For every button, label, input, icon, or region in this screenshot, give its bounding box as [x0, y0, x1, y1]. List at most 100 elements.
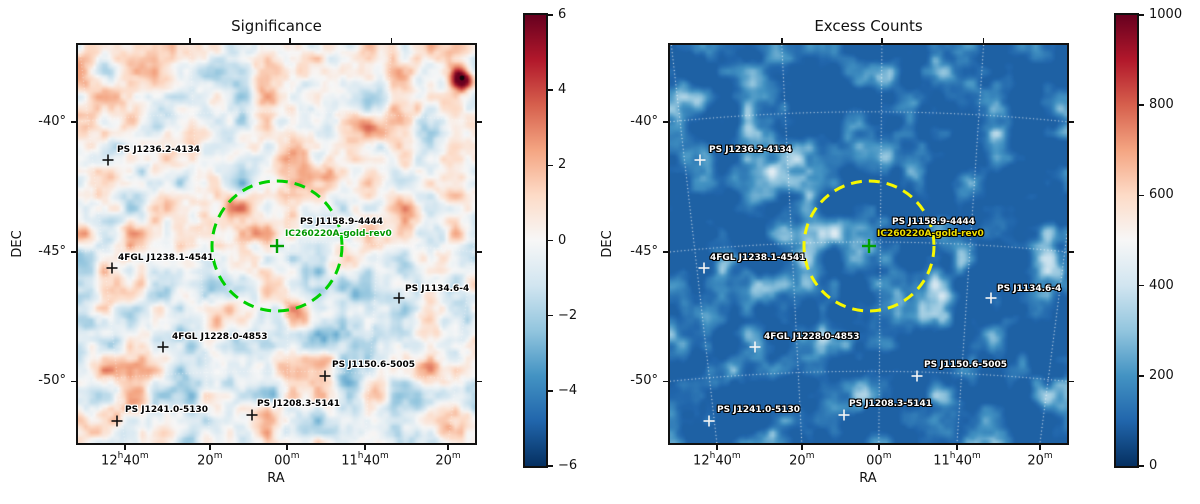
- colorbar-tick-label: 4: [558, 82, 567, 98]
- x-tick-label: 12h40m: [693, 451, 741, 469]
- colorbar-tick-label: −2: [558, 307, 578, 323]
- excess-counts-markers-overlay: [694, 154, 997, 427]
- alert-position-cross-icon: [270, 239, 284, 253]
- x-tick-label: 20m: [435, 451, 461, 469]
- y-tick-mark: [663, 121, 668, 123]
- source-label: PS J1241.0-5130: [125, 405, 209, 415]
- alert-label: IC260220A-gold-rev0: [285, 229, 392, 239]
- colorbar-tick-label: 800: [1149, 97, 1174, 113]
- x-tick-label: 11h40m: [341, 451, 389, 469]
- x-tick-mark-top: [189, 38, 191, 43]
- source-label: 4FGL J1228.0-4853: [764, 332, 860, 342]
- x-tick-mark: [447, 445, 449, 450]
- colorbar-tick-label: 1000: [1149, 7, 1183, 22]
- source-label: PS J1158.9-4444: [300, 217, 384, 227]
- alert-uncertainty-circle: [210, 179, 344, 313]
- x-tick-mark-top: [982, 38, 985, 43]
- x-tick-label: 20m: [197, 451, 223, 469]
- y-tick-label: -40°: [38, 113, 66, 129]
- colorbar-tick-mark: [548, 14, 553, 16]
- y-tick-mark-right: [1069, 121, 1074, 123]
- source-label: PS J1158.9-4444: [892, 217, 976, 227]
- y-tick-mark: [71, 380, 76, 383]
- colorbar-tick-label: −6: [558, 458, 578, 473]
- colorbar-tick-mark: [1139, 465, 1144, 467]
- y-tick-mark-right: [477, 380, 482, 383]
- colorbar-tick-mark: [1139, 284, 1144, 287]
- source-marker-icon: [102, 154, 114, 166]
- panel-title-significance: Significance: [231, 17, 322, 35]
- colorbar-tick-mark: [548, 465, 553, 467]
- colorbar-tick-label: 0: [558, 232, 567, 248]
- y-tick-mark: [71, 251, 76, 253]
- colorbar-tick-mark: [548, 390, 553, 392]
- x-tick-mark: [1039, 445, 1041, 450]
- alert-uncertainty-circle: [802, 179, 936, 313]
- colorbar-tick-label: 0: [1149, 458, 1158, 473]
- x-axis-label-ra-right: RA: [859, 471, 877, 486]
- significance-markers-overlay: [102, 154, 405, 427]
- y-tick-mark: [71, 121, 76, 123]
- excess-counts-source-labels: PS J1236.2-4134 4FGL J1238.1-4541 PS J1158…: [670, 45, 1067, 443]
- colorbar-significance: [523, 13, 548, 468]
- source-marker-icon: [698, 262, 710, 274]
- source-marker-icon: [749, 341, 761, 353]
- source-label: PS J1241.0-5130: [717, 405, 801, 415]
- source-marker-icon: [694, 154, 706, 166]
- x-tick-mark: [286, 445, 288, 450]
- colorbar-tick-mark: [1139, 14, 1144, 16]
- y-tick-mark: [663, 380, 668, 383]
- y-tick-label: -45°: [38, 243, 66, 259]
- colorbar-tick-label: 2: [558, 157, 567, 173]
- colorbar-tick-label: 400: [1149, 277, 1174, 293]
- x-tick-mark: [878, 445, 880, 450]
- x-tick-label: 20m: [1027, 451, 1053, 469]
- x-tick-label: 00m: [866, 451, 892, 469]
- colorbar-tick-mark: [548, 89, 553, 91]
- colorbar-tick-label: 600: [1149, 187, 1174, 203]
- source-label: PS J1150.6-5005: [924, 360, 1008, 370]
- x-tick-mark-top: [781, 38, 783, 43]
- colorbar-tick-mark: [1139, 104, 1144, 106]
- colorbar-tick-mark: [1139, 194, 1144, 197]
- colorbar-tick-label: −4: [558, 382, 578, 398]
- source-marker-icon: [246, 409, 258, 421]
- source-marker-icon: [157, 341, 169, 353]
- source-marker-icon: [319, 370, 331, 382]
- x-tick-mark: [124, 445, 126, 450]
- x-tick-mark-top: [881, 38, 883, 43]
- source-label: 4FGL J1238.1-4541: [710, 253, 806, 263]
- x-tick-mark-top: [289, 38, 291, 43]
- source-label: PS J1134.6-4: [997, 284, 1062, 294]
- y-tick-mark-right: [1069, 251, 1074, 253]
- source-label: PS J1236.2-4134: [709, 145, 793, 155]
- colorbar-tick-mark: [548, 164, 553, 167]
- source-label: 4FGL J1228.0-4853: [172, 332, 268, 342]
- source-label: PS J1208.3-5141: [849, 399, 933, 409]
- x-tick-label: 20m: [789, 451, 815, 469]
- colorbar-tick-label: 6: [558, 7, 567, 22]
- source-label: 4FGL J1238.1-4541: [118, 253, 214, 263]
- source-marker-icon: [838, 409, 850, 421]
- source-marker-icon: [111, 415, 123, 427]
- source-label: PS J1208.3-5141: [257, 399, 341, 409]
- source-marker-icon: [393, 292, 405, 304]
- x-tick-label: 00m: [274, 451, 300, 469]
- alert-label: IC260220A-gold-rev0: [877, 229, 984, 239]
- x-tick-mark: [956, 445, 958, 450]
- y-tick-mark: [663, 251, 668, 253]
- y-tick-label: -45°: [630, 243, 658, 259]
- colorbar-excess-counts: [1114, 13, 1139, 468]
- colorbar-tick-mark: [548, 239, 553, 242]
- y-tick-mark-right: [1069, 380, 1074, 383]
- x-tick-mark: [209, 445, 211, 450]
- y-tick-mark-right: [477, 251, 482, 253]
- y-tick-label: -50°: [38, 373, 66, 389]
- source-marker-icon: [911, 370, 923, 382]
- source-label: PS J1236.2-4134: [117, 145, 201, 155]
- significance-source-labels: PS J1236.2-4134 4FGL J1238.1-4541 PS J1158…: [78, 45, 475, 443]
- sky-map-significance: PS J1236.2-4134 4FGL J1238.1-4541 PS J1158…: [76, 43, 477, 445]
- colorbar-tick-label: 200: [1149, 367, 1174, 383]
- x-tick-mark: [801, 445, 803, 450]
